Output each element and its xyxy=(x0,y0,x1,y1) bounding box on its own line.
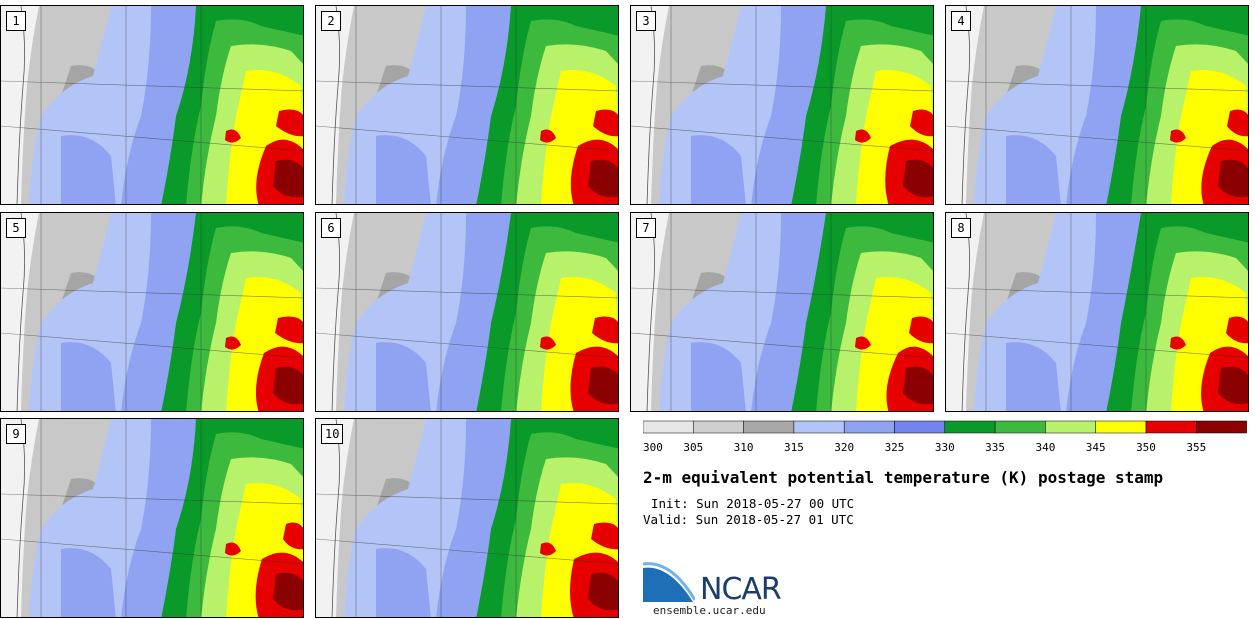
colorbar-segment xyxy=(1095,420,1147,434)
postage-stamp-panel: 6 xyxy=(315,212,619,412)
colorbar-tick-label: 335 xyxy=(985,441,1005,454)
colorbar-tick-label: 325 xyxy=(885,441,905,454)
panel-number: 8 xyxy=(951,218,971,238)
colorbar-tick-label: 310 xyxy=(734,441,754,454)
panel-number: 10 xyxy=(321,424,344,444)
colorbar-segment xyxy=(693,420,744,434)
colorbar: 300 305 310 315 320 325 330 335 340 345 350 355 xyxy=(643,420,1247,454)
colorbar-tick-label: 330 xyxy=(935,441,955,454)
map-title: 2-m equivalent potential temperature (K)… xyxy=(643,468,1164,487)
panel-number: 2 xyxy=(321,11,341,31)
colorbar-tick-label: 305 xyxy=(683,441,703,454)
colorbar-segment xyxy=(1145,420,1197,434)
postage-stamp-panel: 3 xyxy=(630,5,934,205)
colorbar-tick-label: 355 xyxy=(1186,441,1206,454)
colorbar-tick-label: 320 xyxy=(834,441,854,454)
panel-number: 5 xyxy=(6,218,26,238)
colorbar-segment xyxy=(994,420,1046,434)
colorbar-tick-label: 340 xyxy=(1035,441,1055,454)
colorbar-tick-label: 350 xyxy=(1136,441,1156,454)
postage-stamp-panel: 8 xyxy=(945,212,1249,412)
panel-number: 9 xyxy=(6,424,26,444)
ncar-logo-icon xyxy=(643,562,695,602)
colorbar-segment xyxy=(743,420,795,434)
panel-number: 6 xyxy=(321,218,341,238)
colorbar-segment xyxy=(843,420,895,434)
panel-number: 1 xyxy=(6,11,26,31)
postage-stamp-panel: 9 xyxy=(0,418,304,618)
panel-number: 4 xyxy=(951,11,971,31)
colorbar-segment xyxy=(1196,420,1247,434)
colorbar-segment xyxy=(643,420,694,434)
postage-stamp-panel: 5 xyxy=(0,212,304,412)
colorbar-tick-label: 315 xyxy=(784,441,804,454)
colorbar-segment xyxy=(944,420,996,434)
postage-stamp-panel: 1 xyxy=(0,5,304,205)
init-time: Init: Sun 2018-05-27 00 UTC xyxy=(651,496,855,511)
ncar-logo-text: NCAR xyxy=(700,572,782,607)
postage-stamp-panel: 2 xyxy=(315,5,619,205)
panel-number: 3 xyxy=(636,11,656,31)
postage-stamp-panel: 4 xyxy=(945,5,1249,205)
valid-time: Valid: Sun 2018-05-27 01 UTC xyxy=(643,512,854,527)
colorbar-segment xyxy=(894,420,946,434)
postage-stamp-panel: 10 xyxy=(315,418,619,618)
postage-stamp-panel: 7 xyxy=(630,212,934,412)
colorbar-tick-label: 345 xyxy=(1086,441,1106,454)
panel-number: 7 xyxy=(636,218,656,238)
site-url: ensemble.ucar.edu xyxy=(653,604,766,617)
colorbar-segment xyxy=(1045,420,1096,434)
colorbar-tick-label: 300 xyxy=(643,441,663,454)
colorbar-segment xyxy=(793,420,845,434)
